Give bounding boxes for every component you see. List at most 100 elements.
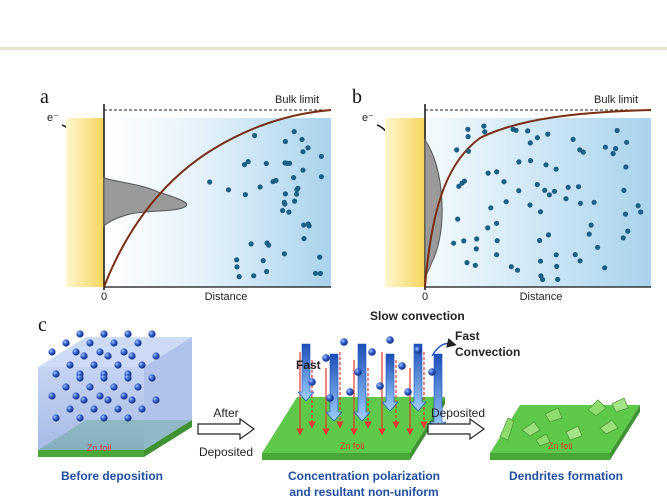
ion <box>542 187 548 193</box>
ion <box>553 252 559 258</box>
ion <box>100 374 108 382</box>
ion <box>301 222 307 228</box>
ion <box>124 330 132 338</box>
ion <box>110 339 118 347</box>
ion <box>551 188 558 194</box>
ion <box>488 205 494 211</box>
ion <box>305 145 311 151</box>
ion <box>110 383 118 391</box>
ion <box>570 136 576 142</box>
ion <box>545 131 551 137</box>
ion <box>465 134 471 140</box>
ion <box>537 258 544 264</box>
ion <box>152 352 160 360</box>
ion <box>494 252 500 258</box>
ion <box>602 144 609 150</box>
ion <box>591 199 597 205</box>
ion <box>242 192 248 198</box>
ion <box>76 414 84 422</box>
ion <box>62 383 70 391</box>
panel-a-bulk-label: Bulk limit <box>275 94 319 106</box>
ion <box>464 260 470 266</box>
dendrites-scene: Zn foil <box>490 397 640 460</box>
ion <box>251 273 257 279</box>
panel-a-concentration-curve <box>103 109 332 288</box>
ion <box>474 236 480 242</box>
ion <box>292 198 298 204</box>
ion <box>90 405 98 413</box>
ion <box>428 368 436 376</box>
ion <box>76 330 84 338</box>
ion <box>624 139 630 145</box>
ion <box>602 265 608 271</box>
ion <box>96 392 104 400</box>
ion <box>326 394 334 402</box>
ion <box>90 361 98 369</box>
ion <box>300 167 306 173</box>
ion <box>368 348 376 356</box>
zn-foil-3-label: Zn foil <box>548 441 573 451</box>
ion <box>80 396 88 404</box>
ion <box>104 352 112 360</box>
ion <box>100 414 108 422</box>
ion <box>386 336 394 344</box>
ion <box>305 221 311 227</box>
ion <box>414 346 422 354</box>
ion <box>52 370 60 378</box>
ion <box>588 222 594 228</box>
flux-arrow <box>325 353 343 422</box>
fast-convection-label-2: Convection <box>455 345 520 359</box>
ion <box>563 196 569 202</box>
ion <box>494 220 500 226</box>
ion <box>281 251 287 257</box>
ion <box>248 241 254 247</box>
flux-arrow <box>297 343 315 402</box>
box-side <box>144 337 192 450</box>
fast-convection-label-1: Fast <box>455 329 480 343</box>
ion <box>284 160 290 166</box>
ion <box>76 374 84 382</box>
ion <box>281 199 287 205</box>
ion <box>485 225 491 231</box>
ion <box>317 270 323 277</box>
ion <box>376 382 384 390</box>
ion <box>543 162 549 168</box>
zn-foil-1-label: Zn foil <box>87 443 112 453</box>
ion <box>48 348 56 356</box>
ion <box>72 392 80 400</box>
ion <box>621 187 627 193</box>
ion <box>638 209 644 215</box>
ion <box>114 361 122 369</box>
ion <box>610 151 616 157</box>
ion <box>138 405 146 413</box>
ion <box>294 191 300 197</box>
ion <box>300 149 306 155</box>
panel-a-ion-peak <box>103 177 188 228</box>
ion <box>263 160 269 167</box>
ion <box>114 405 122 413</box>
ion <box>537 237 543 244</box>
ion <box>318 153 324 159</box>
ion <box>527 202 533 208</box>
panel-b-x-label: Distance <box>520 291 563 303</box>
ion <box>625 228 631 234</box>
panel-c-letter: c <box>38 314 47 336</box>
ion <box>120 348 128 356</box>
ion <box>301 236 307 242</box>
ion <box>614 127 620 134</box>
ion <box>534 135 541 141</box>
panel-a-electron-label: e⁻ <box>47 112 59 124</box>
ion <box>86 339 94 347</box>
panel-b-concentration-curve <box>424 109 652 288</box>
panel-b-electron-label: e⁻ <box>362 112 374 124</box>
ion <box>286 209 292 215</box>
slow-convection-label: Slow convection <box>370 309 465 323</box>
panel-a-ions <box>207 129 324 280</box>
ion <box>207 179 213 185</box>
arrow1-top-label: After <box>213 406 238 420</box>
arrow2-top-label: Deposited <box>431 406 485 420</box>
ion <box>257 184 263 190</box>
flux-arrow <box>381 353 399 412</box>
ion <box>152 396 160 404</box>
zn-foil-2-label: Zn foil <box>340 441 365 451</box>
